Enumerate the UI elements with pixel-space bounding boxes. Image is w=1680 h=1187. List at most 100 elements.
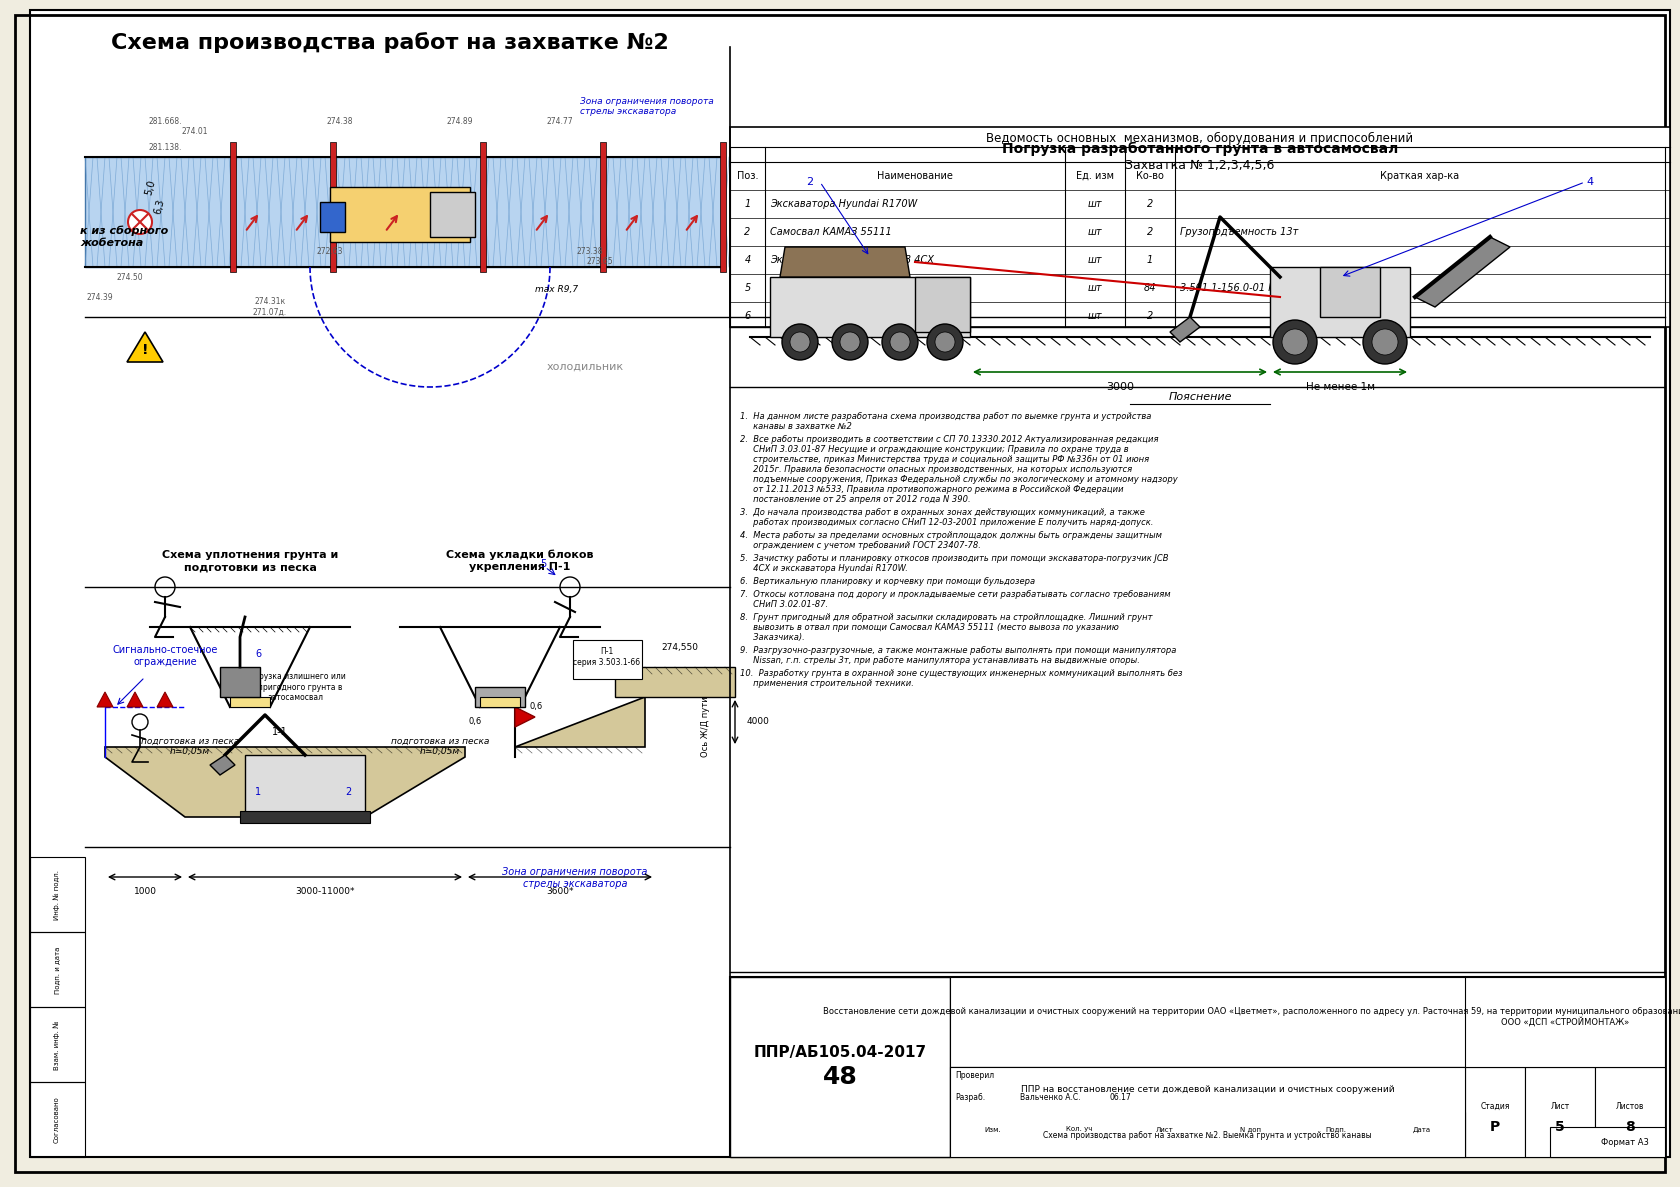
Polygon shape xyxy=(516,707,534,726)
Text: Пояснение: Пояснение xyxy=(1168,392,1231,402)
Text: погрузка излишнего или
непригодного грунта в
автосамосвал: погрузка излишнего или непригодного грун… xyxy=(245,672,346,702)
Bar xyxy=(220,667,260,697)
Bar xyxy=(86,157,726,267)
Text: 274.89: 274.89 xyxy=(447,118,474,127)
Circle shape xyxy=(936,332,954,353)
Bar xyxy=(245,755,365,815)
Circle shape xyxy=(832,324,869,360)
Text: max R9,7: max R9,7 xyxy=(534,285,578,294)
Text: канавы в захватке №2: канавы в захватке №2 xyxy=(739,423,855,431)
Text: 6: 6 xyxy=(255,649,260,659)
Text: 1-1: 1-1 xyxy=(272,726,287,737)
Text: Проверил: Проверил xyxy=(954,1071,995,1079)
Text: Формат А3: Формат А3 xyxy=(1601,1138,1650,1147)
Bar xyxy=(1294,1112,1379,1157)
Text: Инф. № подл.: Инф. № подл. xyxy=(54,870,60,920)
Text: шт: шт xyxy=(1087,311,1102,320)
Bar xyxy=(949,1067,1465,1112)
Text: 10.  Разработку грунта в охранной зоне существующих инженерных коммуникаций выпо: 10. Разработку грунта в охранной зоне су… xyxy=(739,669,1184,678)
Text: шт: шт xyxy=(1087,227,1102,237)
Bar xyxy=(30,932,86,1007)
Circle shape xyxy=(133,715,148,730)
Text: Грузоподъемность 13т: Грузоподъемность 13т xyxy=(1179,227,1299,237)
Text: Заказчика).: Заказчика). xyxy=(739,633,808,642)
Bar xyxy=(430,192,475,237)
Text: П-1
серия 3.503.1-66: П-1 серия 3.503.1-66 xyxy=(573,647,640,667)
Bar xyxy=(731,977,949,1157)
Bar xyxy=(769,277,969,337)
Text: Наименование: Наименование xyxy=(877,171,953,180)
Text: Экскаватора-погрузчик JCB 4CX: Экскаватора-погрузчик JCB 4CX xyxy=(769,255,934,265)
Text: 3000: 3000 xyxy=(1105,382,1134,392)
Text: 9.  Разгрузочно-разгрузочные, а также монтажные работы выполнять при помощи мани: 9. Разгрузочно-разгрузочные, а также мон… xyxy=(739,646,1179,655)
Circle shape xyxy=(1273,320,1317,364)
Text: N доп: N доп xyxy=(1240,1126,1262,1132)
Text: 6: 6 xyxy=(744,311,751,320)
Bar xyxy=(475,687,526,707)
Text: 2015г. Правила безопасности опасных производственных, на которых используются: 2015г. Правила безопасности опасных прои… xyxy=(739,465,1134,474)
Text: 5,0: 5,0 xyxy=(143,178,156,196)
Bar xyxy=(30,1007,86,1083)
Text: ограждением с учетом требований ГОСТ 23407-78.: ограждением с учетом требований ГОСТ 234… xyxy=(739,541,983,550)
Bar xyxy=(1270,267,1410,337)
Text: 274.01: 274.01 xyxy=(181,127,208,137)
Text: Стадия: Стадия xyxy=(1480,1102,1510,1111)
Bar xyxy=(1551,1126,1665,1157)
Circle shape xyxy=(927,324,963,360)
Text: 274.50: 274.50 xyxy=(116,273,143,281)
Text: 1.  На данном листе разработана схема производства работ по выемке грунта и устр: 1. На данном листе разработана схема про… xyxy=(739,412,1154,421)
Text: 5: 5 xyxy=(539,559,546,569)
Text: Листов: Листов xyxy=(1616,1102,1645,1111)
Text: ППР/АБ105.04-2017: ППР/АБ105.04-2017 xyxy=(753,1045,927,1060)
Text: применения строительной техники.: применения строительной техники. xyxy=(739,679,917,688)
FancyBboxPatch shape xyxy=(573,640,642,679)
Text: Лист: Лист xyxy=(1551,1102,1569,1111)
Bar xyxy=(30,857,86,932)
Text: 48: 48 xyxy=(823,1065,857,1088)
Bar xyxy=(1465,977,1665,1067)
Text: 4: 4 xyxy=(1586,177,1594,188)
Polygon shape xyxy=(1415,237,1510,307)
Text: Самосвал КАМАЗ 55111: Самосвал КАМАЗ 55111 xyxy=(769,227,892,237)
Circle shape xyxy=(1373,329,1398,355)
Text: Захватка № 1,2,3,4,5,6: Захватка № 1,2,3,4,5,6 xyxy=(1126,159,1275,172)
Text: !: ! xyxy=(141,343,148,357)
Bar xyxy=(480,142,486,272)
Text: к из сборного
жобетона: к из сборного жобетона xyxy=(81,226,168,248)
Text: 1: 1 xyxy=(744,199,751,209)
Text: Взам. инф. №: Взам. инф. № xyxy=(54,1021,60,1069)
Text: 7.  Откосы котлована под дорогу и прокладываемые сети разрабатывать согласно тре: 7. Откосы котлована под дорогу и проклад… xyxy=(739,590,1173,599)
Text: Не менее 1м: Не менее 1м xyxy=(1305,382,1374,392)
Text: 274,550: 274,550 xyxy=(662,643,699,652)
Text: Схема укладки блоков
укрепления П-1: Схема укладки блоков укрепления П-1 xyxy=(447,550,593,572)
Bar xyxy=(916,277,969,332)
Text: Разраб.: Разраб. xyxy=(954,1093,984,1102)
Text: 6.  Вертикальную планировку и корчевку при помощи бульдозера: 6. Вертикальную планировку и корчевку пр… xyxy=(739,577,1038,586)
Text: Сигнально-стоечное
ограждение: Сигнально-стоечное ограждение xyxy=(113,646,218,667)
Text: ППР на восстановление сети дождевой канализации и очистных сооружений: ППР на восстановление сети дождевой кана… xyxy=(1021,1085,1394,1094)
Text: шт: шт xyxy=(1087,199,1102,209)
Text: 4: 4 xyxy=(744,255,751,265)
Text: шт: шт xyxy=(1087,283,1102,293)
Circle shape xyxy=(1282,329,1309,355)
Bar xyxy=(319,202,344,231)
Text: Согласовано: Согласовано xyxy=(54,1097,60,1143)
Polygon shape xyxy=(516,697,645,747)
Text: 2: 2 xyxy=(1147,227,1152,237)
Text: Восстановление сети дождевой канализации и очистных сооружений на территории ОАО: Восстановление сети дождевой канализации… xyxy=(823,1008,1680,1016)
Polygon shape xyxy=(104,747,465,817)
Text: 3.  До начала производства работ в охранных зонах действующих коммуникаций, а та: 3. До начала производства работ в охранн… xyxy=(739,508,1147,518)
Text: 0,6: 0,6 xyxy=(469,717,482,726)
Text: Зона ограничения поворота
стрелы экскаватора: Зона ограничения поворота стрелы экскава… xyxy=(502,867,648,889)
Text: Схема уплотнения грунта и
подготовки из песка: Схема уплотнения грунта и подготовки из … xyxy=(161,551,338,572)
Text: Лист: Лист xyxy=(1156,1126,1173,1132)
Text: 273.65: 273.65 xyxy=(586,258,613,267)
Text: Погрузка разработанного грунта в автосамосвал: Погрузка разработанного грунта в автосам… xyxy=(1001,142,1398,157)
Circle shape xyxy=(781,324,818,360)
Bar xyxy=(949,977,1665,1067)
Text: 8: 8 xyxy=(1625,1121,1635,1134)
Polygon shape xyxy=(128,692,143,707)
Circle shape xyxy=(128,210,151,234)
Text: Подп. и дата: Подп. и дата xyxy=(54,946,60,994)
Bar xyxy=(1465,1067,1525,1157)
